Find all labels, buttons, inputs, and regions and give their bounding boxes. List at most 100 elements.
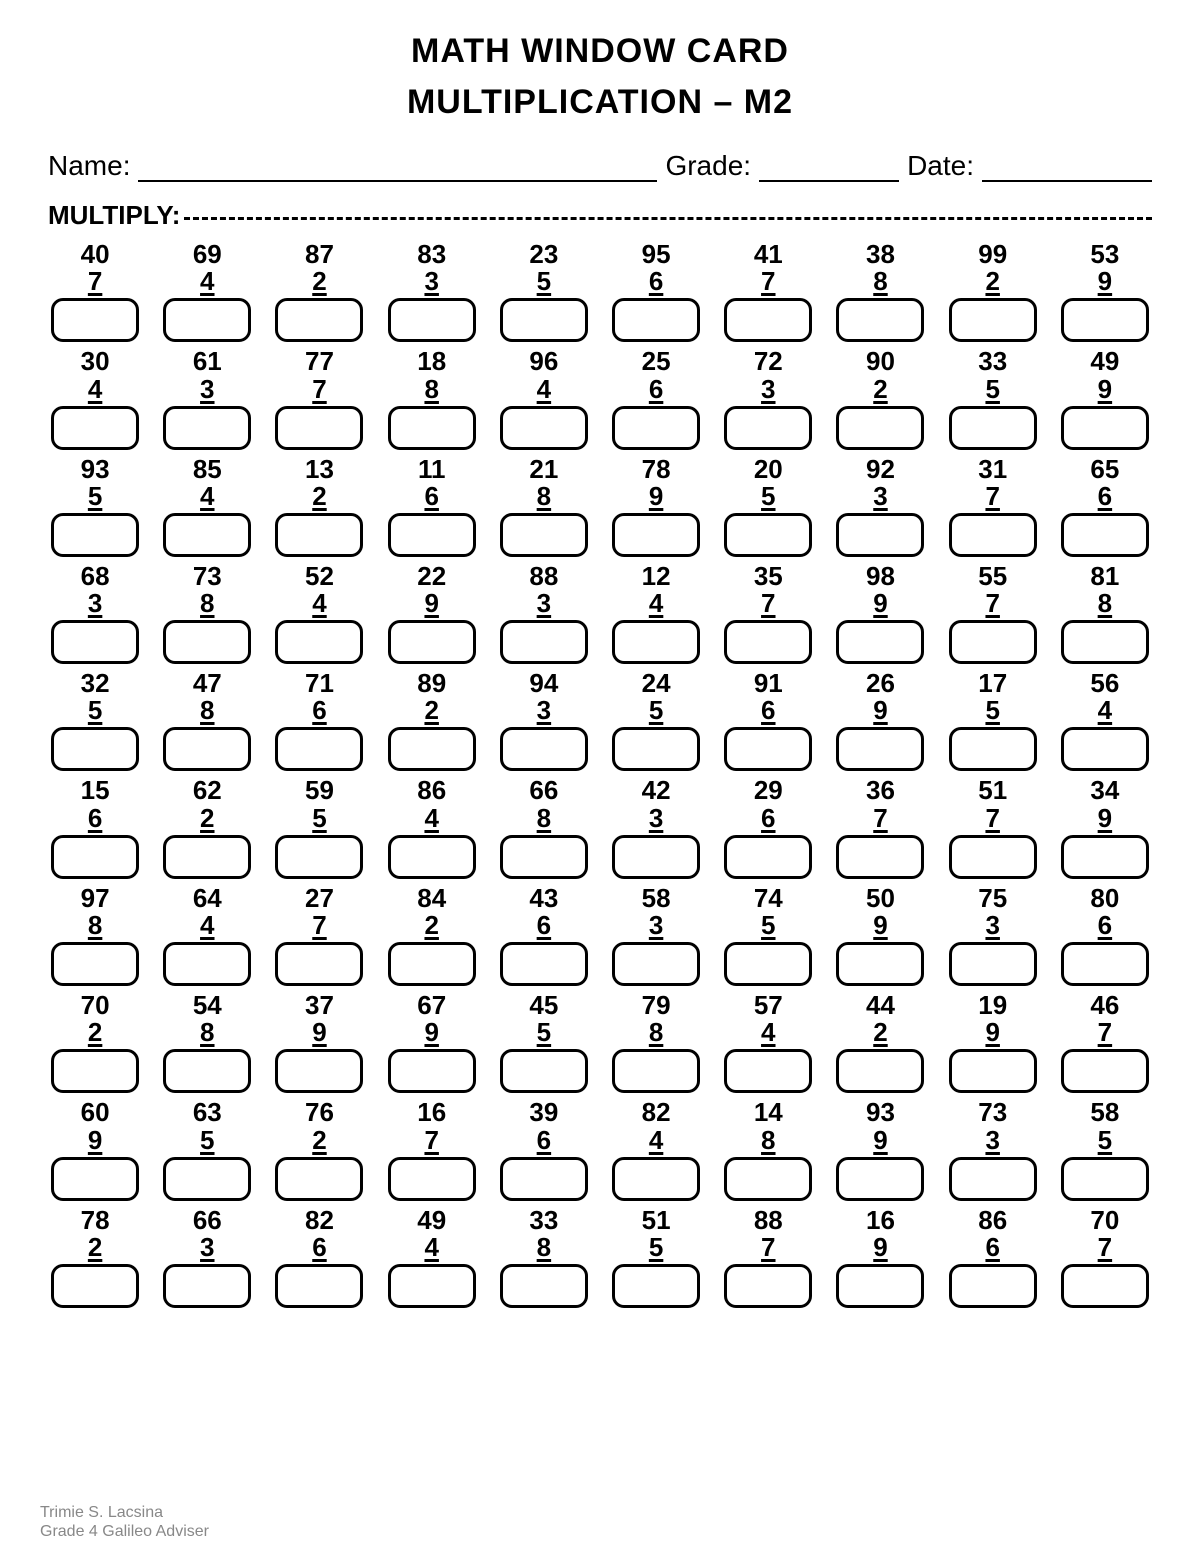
answer-box[interactable]	[949, 835, 1037, 879]
answer-box[interactable]	[949, 727, 1037, 771]
answer-box[interactable]	[388, 620, 476, 664]
answer-box[interactable]	[388, 727, 476, 771]
answer-box[interactable]	[500, 406, 588, 450]
answer-box[interactable]	[949, 1157, 1037, 1201]
name-blank[interactable]	[138, 158, 657, 182]
answer-box[interactable]	[949, 513, 1037, 557]
answer-box[interactable]	[275, 298, 363, 342]
answer-box[interactable]	[724, 727, 812, 771]
answer-box[interactable]	[275, 727, 363, 771]
answer-box[interactable]	[1061, 1157, 1149, 1201]
answer-box[interactable]	[836, 513, 924, 557]
answer-box[interactable]	[500, 513, 588, 557]
answer-box[interactable]	[949, 406, 1037, 450]
answer-box[interactable]	[51, 1157, 139, 1201]
answer-box[interactable]	[612, 1049, 700, 1093]
answer-box[interactable]	[275, 620, 363, 664]
answer-box[interactable]	[836, 942, 924, 986]
answer-box[interactable]	[51, 1049, 139, 1093]
answer-box[interactable]	[388, 513, 476, 557]
answer-box[interactable]	[836, 1157, 924, 1201]
answer-box[interactable]	[388, 835, 476, 879]
answer-box[interactable]	[724, 1264, 812, 1308]
answer-box[interactable]	[388, 1264, 476, 1308]
answer-box[interactable]	[500, 942, 588, 986]
answer-box[interactable]	[949, 620, 1037, 664]
answer-box[interactable]	[836, 835, 924, 879]
answer-box[interactable]	[612, 1264, 700, 1308]
answer-box[interactable]	[275, 942, 363, 986]
answer-box[interactable]	[388, 1049, 476, 1093]
answer-box[interactable]	[612, 942, 700, 986]
answer-box[interactable]	[949, 298, 1037, 342]
answer-box[interactable]	[275, 1264, 363, 1308]
answer-box[interactable]	[163, 1049, 251, 1093]
answer-box[interactable]	[836, 727, 924, 771]
answer-box[interactable]	[275, 406, 363, 450]
answer-box[interactable]	[51, 513, 139, 557]
answer-box[interactable]	[724, 1157, 812, 1201]
answer-box[interactable]	[612, 298, 700, 342]
answer-box[interactable]	[724, 1049, 812, 1093]
answer-box[interactable]	[724, 835, 812, 879]
answer-box[interactable]	[163, 942, 251, 986]
answer-box[interactable]	[836, 1049, 924, 1093]
answer-box[interactable]	[724, 406, 812, 450]
answer-box[interactable]	[51, 727, 139, 771]
answer-box[interactable]	[500, 298, 588, 342]
answer-box[interactable]	[724, 513, 812, 557]
answer-box[interactable]	[1061, 513, 1149, 557]
grade-blank[interactable]	[759, 158, 899, 182]
answer-box[interactable]	[163, 513, 251, 557]
answer-box[interactable]	[163, 1264, 251, 1308]
answer-box[interactable]	[949, 942, 1037, 986]
answer-box[interactable]	[163, 620, 251, 664]
answer-box[interactable]	[949, 1264, 1037, 1308]
answer-box[interactable]	[51, 298, 139, 342]
answer-box[interactable]	[836, 1264, 924, 1308]
date-blank[interactable]	[982, 158, 1152, 182]
answer-box[interactable]	[275, 1049, 363, 1093]
answer-box[interactable]	[1061, 1049, 1149, 1093]
answer-box[interactable]	[500, 1157, 588, 1201]
answer-box[interactable]	[500, 620, 588, 664]
answer-box[interactable]	[612, 835, 700, 879]
answer-box[interactable]	[612, 406, 700, 450]
answer-box[interactable]	[51, 406, 139, 450]
answer-box[interactable]	[1061, 942, 1149, 986]
answer-box[interactable]	[724, 942, 812, 986]
answer-box[interactable]	[1061, 835, 1149, 879]
answer-box[interactable]	[724, 298, 812, 342]
answer-box[interactable]	[1061, 1264, 1149, 1308]
answer-box[interactable]	[1061, 406, 1149, 450]
answer-box[interactable]	[1061, 298, 1149, 342]
answer-box[interactable]	[836, 620, 924, 664]
answer-box[interactable]	[1061, 727, 1149, 771]
answer-box[interactable]	[500, 835, 588, 879]
answer-box[interactable]	[836, 298, 924, 342]
answer-box[interactable]	[275, 1157, 363, 1201]
answer-box[interactable]	[612, 1157, 700, 1201]
answer-box[interactable]	[51, 620, 139, 664]
answer-box[interactable]	[51, 1264, 139, 1308]
answer-box[interactable]	[388, 1157, 476, 1201]
answer-box[interactable]	[388, 298, 476, 342]
answer-box[interactable]	[612, 620, 700, 664]
answer-box[interactable]	[275, 835, 363, 879]
answer-box[interactable]	[163, 406, 251, 450]
answer-box[interactable]	[724, 620, 812, 664]
answer-box[interactable]	[836, 406, 924, 450]
answer-box[interactable]	[949, 1049, 1037, 1093]
answer-box[interactable]	[163, 1157, 251, 1201]
answer-box[interactable]	[612, 513, 700, 557]
answer-box[interactable]	[500, 1264, 588, 1308]
answer-box[interactable]	[51, 942, 139, 986]
answer-box[interactable]	[388, 406, 476, 450]
answer-box[interactable]	[388, 942, 476, 986]
answer-box[interactable]	[51, 835, 139, 879]
answer-box[interactable]	[275, 513, 363, 557]
answer-box[interactable]	[163, 727, 251, 771]
answer-box[interactable]	[500, 1049, 588, 1093]
answer-box[interactable]	[163, 835, 251, 879]
answer-box[interactable]	[500, 727, 588, 771]
